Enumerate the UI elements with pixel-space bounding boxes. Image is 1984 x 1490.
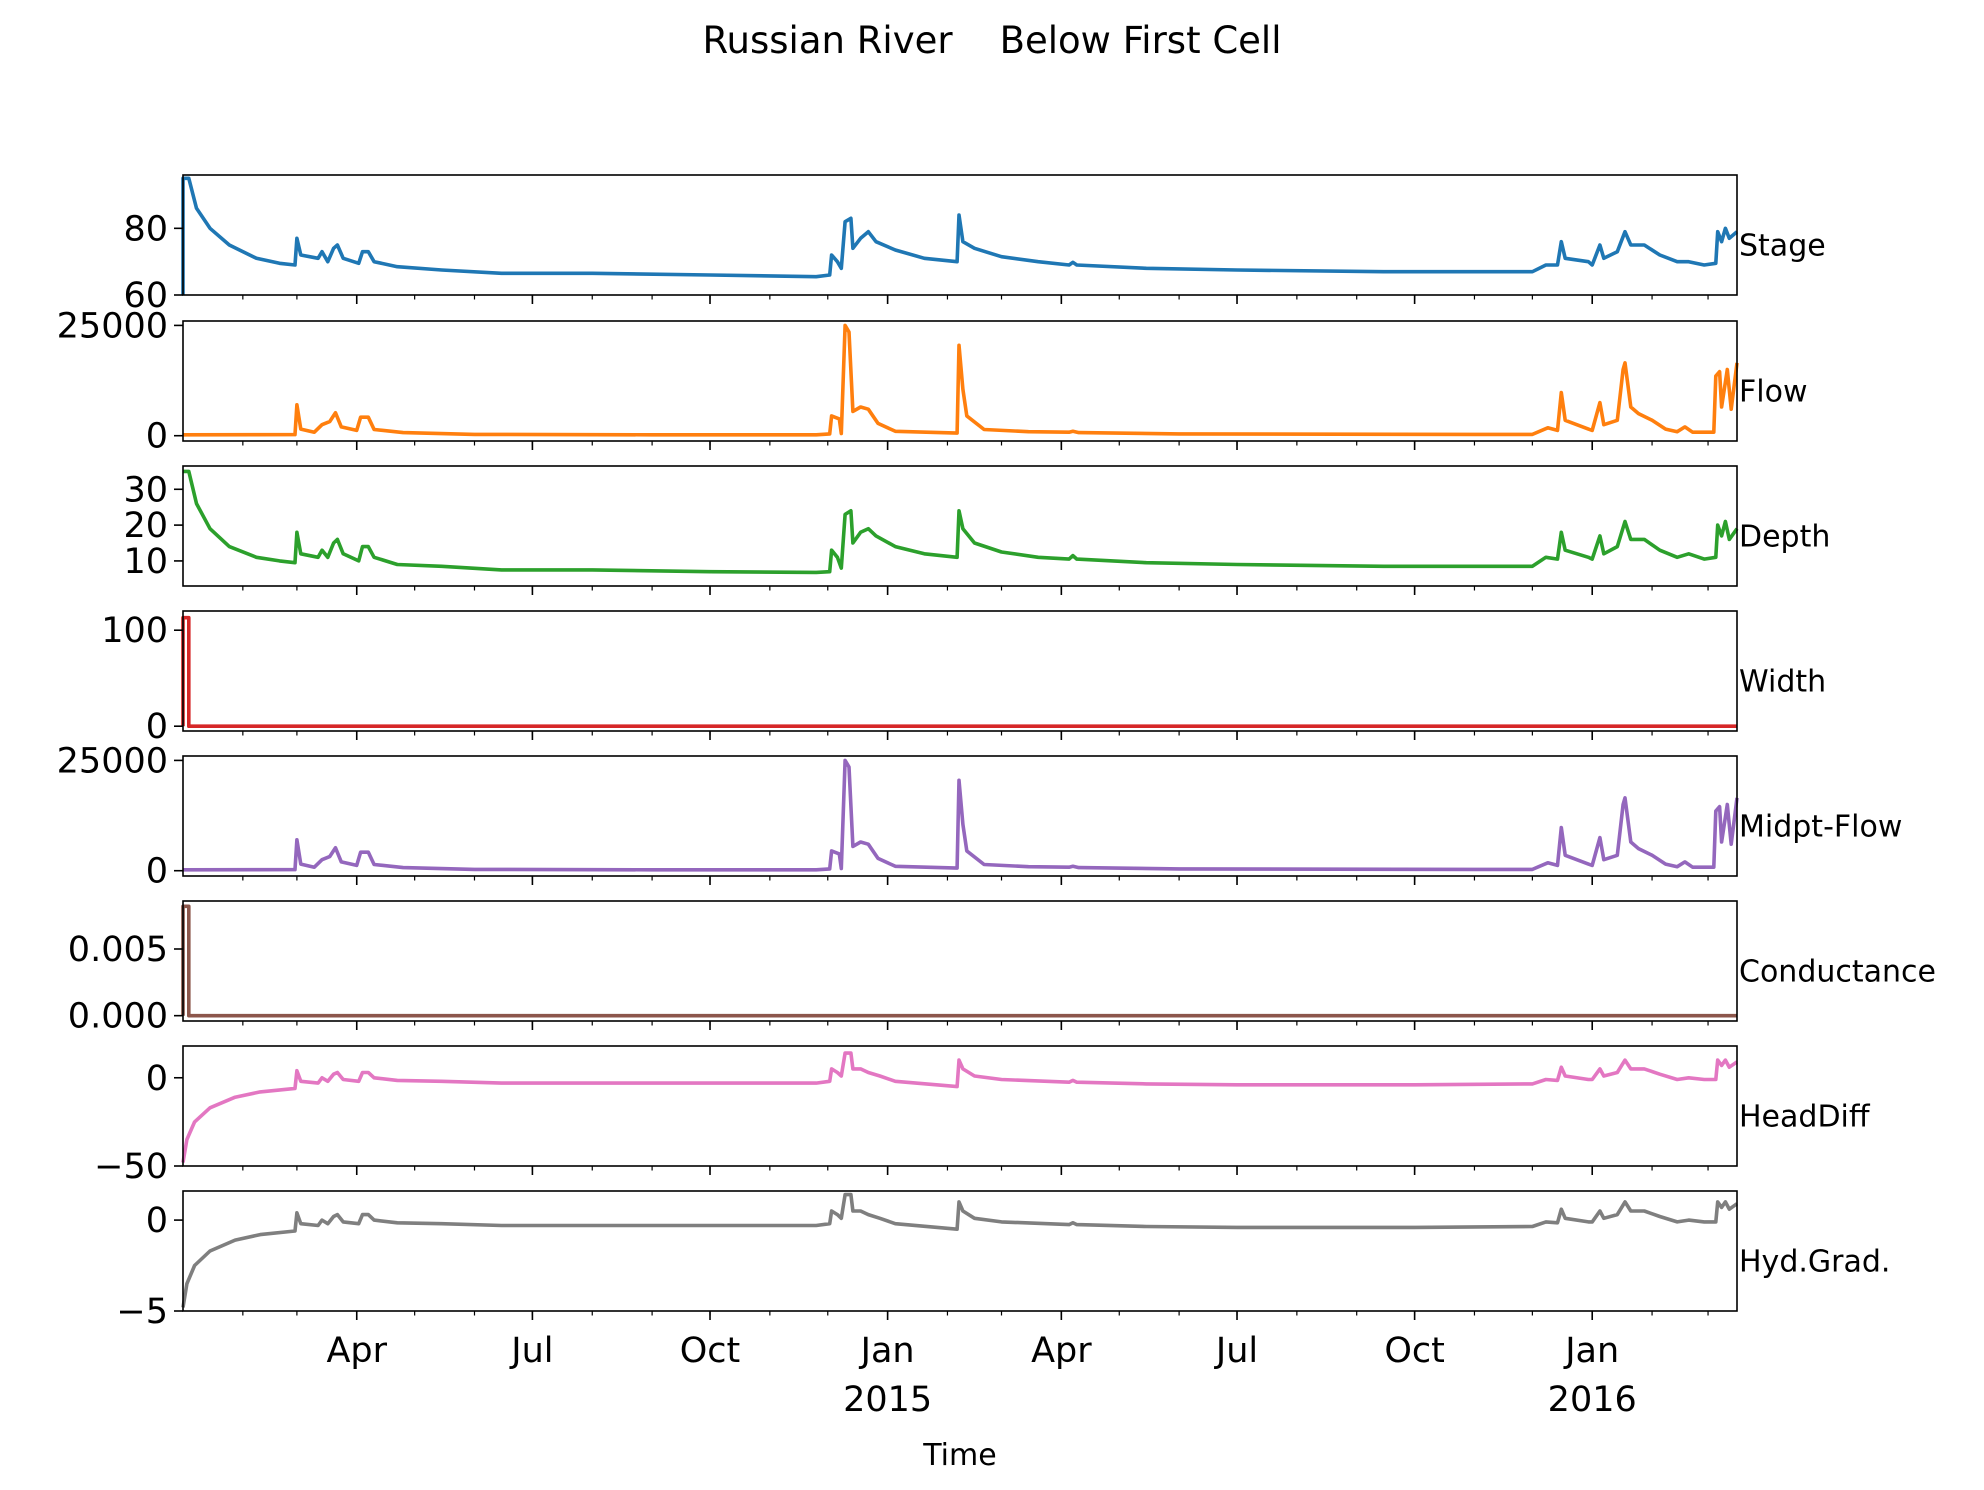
panel-frame (182, 1045, 1738, 1167)
series-line-stage (181, 176, 1739, 295)
y-tick-label: 80 (123, 209, 168, 249)
y-tick-label: 10 (123, 542, 168, 582)
series-label-conductance: Conductance (1739, 955, 1936, 990)
x-tick-label: Jan (1563, 1331, 1619, 1371)
y-tick-label: −50 (94, 1147, 168, 1187)
x-tick-label: Jul (1214, 1331, 1258, 1371)
y-tick-label: 0 (146, 417, 168, 457)
x-tick-label: Apr (1031, 1331, 1092, 1371)
y-tick-label: 0 (146, 852, 168, 892)
x-tick-year-label: 2015 (843, 1380, 932, 1420)
series-label-hyd-grad: Hyd.Grad. (1739, 1245, 1890, 1280)
panel-frame (182, 900, 1738, 1022)
series-label-depth: Depth (1739, 520, 1830, 555)
y-tick-label: 0 (146, 1201, 168, 1241)
panel-midpt-flow: 0 25000 Midpt-Flow (57, 741, 1903, 891)
panel-flow: 0 25000 Flow (57, 306, 1808, 456)
series-line-flow (182, 323, 1739, 437)
x-tick-label: Apr (326, 1331, 387, 1371)
panel-stage: 60 80 Stage (123, 174, 1826, 316)
panel-frame (182, 1190, 1738, 1312)
series-label-flow: Flow (1739, 375, 1807, 410)
series-line-midpt-flow (182, 758, 1739, 872)
x-tick-label: Oct (680, 1331, 741, 1371)
series-line-headdiff (181, 1051, 1739, 1163)
panel-hyd-grad: −5 0 Hyd.Grad. (116, 1190, 1890, 1332)
series-label-headdiff: HeadDiff (1739, 1100, 1871, 1135)
y-tick-label: −5 (116, 1292, 168, 1332)
panel-frame (182, 610, 1738, 732)
series-label-stage: Stage (1739, 229, 1826, 264)
series-label-midpt-flow: Midpt-Flow (1739, 810, 1902, 845)
x-tick-year-label: 2016 (1548, 1380, 1637, 1420)
y-tick-label: 100 (101, 611, 168, 651)
panel-frame (182, 755, 1738, 877)
y-tick-label: 60 (123, 276, 168, 316)
panel-frame (182, 174, 1738, 296)
y-tick-label: 25000 (57, 741, 168, 781)
y-tick-label: 0.000 (68, 997, 168, 1037)
y-tick-label: 25000 (57, 306, 168, 346)
panel-frame (182, 465, 1738, 587)
y-tick-label: 0 (146, 1059, 168, 1099)
y-tick-label: 30 (123, 470, 168, 510)
x-axis-label: Time (922, 1438, 996, 1473)
x-tick-label: Jan (859, 1331, 915, 1371)
panel-frame (182, 320, 1738, 442)
panel-headdiff: −50 0 HeadDiff (94, 1045, 1871, 1187)
series-line-hyd-grad (181, 1192, 1739, 1308)
y-tick-label: 0 (146, 707, 168, 747)
x-tick-label: Oct (1384, 1331, 1445, 1371)
x-axis: Apr Jul Oct Jan 2015 Apr Jul Oct Jan 2016 (326, 1331, 1636, 1420)
panel-width: 0 100 Width (101, 610, 1826, 747)
series-label-width: Width (1739, 665, 1826, 700)
panel-conductance: 0.000 0.005 Conductance (68, 900, 1936, 1037)
x-tick-label: Jul (509, 1331, 553, 1371)
y-tick-label: 20 (123, 506, 168, 546)
y-tick-label: 0.005 (68, 930, 168, 970)
series-line-depth (183, 469, 1739, 575)
chart-title: Russian River Below First Cell (703, 19, 1282, 62)
